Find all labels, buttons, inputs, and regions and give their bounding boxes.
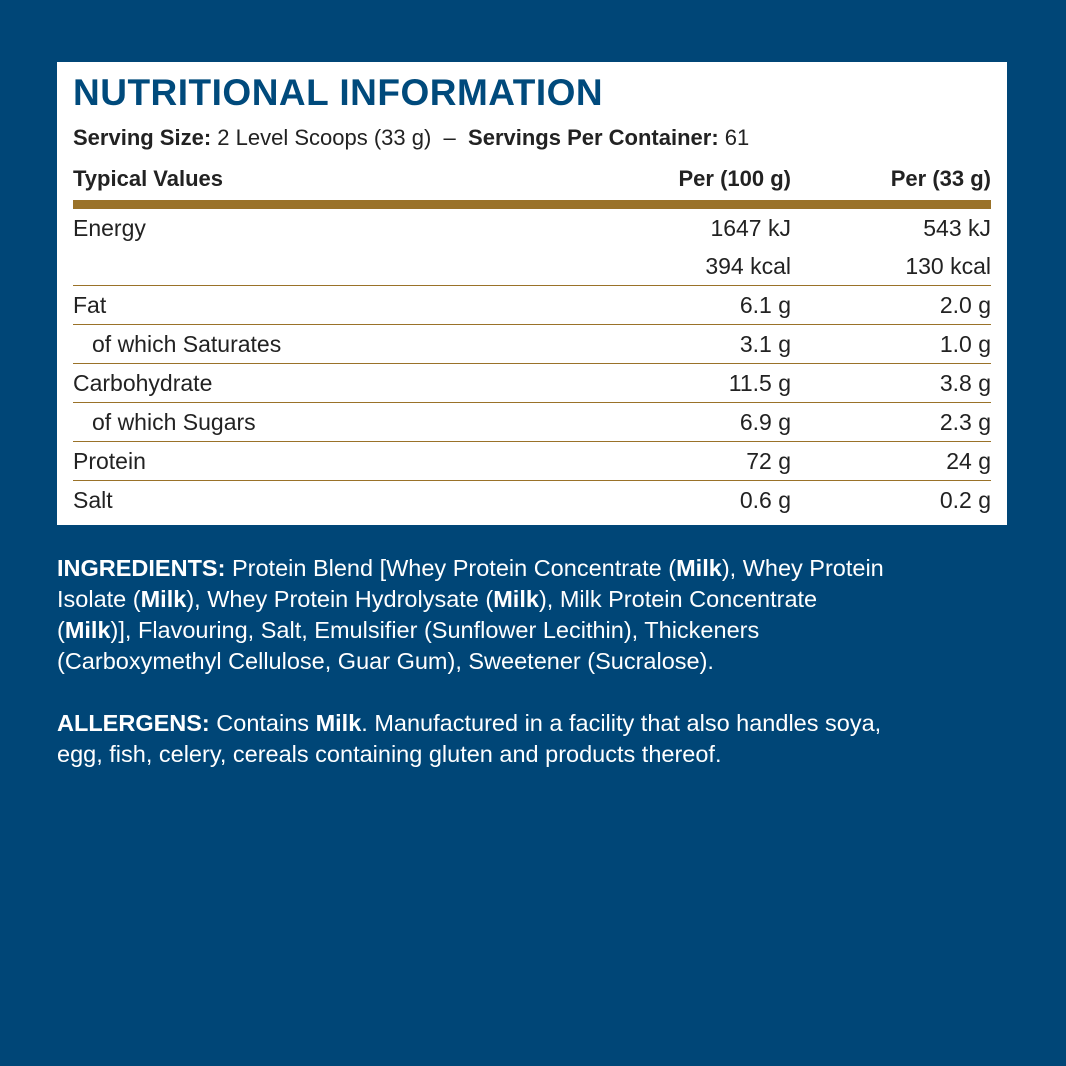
row-label: Salt: [73, 487, 113, 513]
text-segment: ), Whey Protein: [721, 555, 884, 581]
text-segment: egg, fish, celery, cereals containing gl…: [57, 741, 722, 767]
bold-text: Milk: [315, 710, 362, 736]
text-segment: (Carboxymethyl Cellulose, Guar Gum), Swe…: [57, 648, 714, 674]
text-segment: ), Milk Protein Concentrate: [538, 586, 818, 612]
text-segment: . Manufactured in a facility that also h…: [361, 710, 882, 736]
table-row: Fat 6.1 g 2.0 g: [73, 286, 991, 325]
page-title: NUTRITIONAL INFORMATION: [73, 72, 604, 113]
row-per-100g: 6.9 g: [739, 409, 791, 435]
header-typical-values: Typical Values: [73, 166, 224, 191]
row-per-serving: 2.0 g: [939, 292, 991, 318]
row-per-serving: 2.3 g: [939, 409, 991, 435]
servings-label: Servings Per Container:: [468, 125, 719, 150]
row-label: Protein: [73, 448, 146, 474]
text-segment: Contains: [209, 710, 316, 736]
table-row: Salt 0.6 g 0.2 g: [73, 481, 991, 519]
row-label: of which Saturates: [92, 331, 282, 357]
table-row: of which Sugars 6.9 g 2.3 g: [73, 403, 991, 442]
text-segment: )], Flavouring, Salt, Emulsifier (Sunflo…: [110, 617, 760, 643]
row-per-100g: 1647 kJ: [710, 215, 791, 241]
serving-info: Serving Size: 2 Level Scoops (33 g) – Se…: [73, 125, 749, 151]
header-per-100g: Per (100 g): [678, 166, 792, 191]
servings-value: 61: [724, 125, 750, 150]
serving-size-label: Serving Size:: [73, 125, 212, 150]
row-per-serving: 3.8 g: [939, 370, 991, 396]
row-per-100g: 394 kcal: [705, 253, 791, 279]
bold-text: Milk: [64, 617, 111, 643]
bold-text: Milk: [493, 586, 539, 612]
row-label: of which Sugars: [92, 409, 256, 435]
table-row: Carbohydrate 11.5 g 3.8 g: [73, 364, 991, 403]
bold-text: INGREDIENTS:: [57, 555, 226, 581]
table-row: Protein 72 g 24 g: [73, 442, 991, 481]
ingredients-line: (Milk)], Flavouring, Salt, Emulsifier (S…: [57, 615, 1017, 646]
allergens-line: ALLERGENS: Contains Milk. Manufactured i…: [57, 708, 1017, 739]
bold-text: ALLERGENS:: [57, 710, 210, 736]
header-rule: [73, 200, 991, 209]
text-segment: (: [57, 617, 65, 643]
table-row: Energy 1647 kJ 543 kJ: [73, 209, 991, 247]
ingredients-text: INGREDIENTS: Protein Blend [Whey Protein…: [57, 553, 1017, 677]
row-label: Fat: [73, 292, 107, 318]
table-header: Typical Values Per (100 g) Per (33 g): [73, 166, 991, 194]
text-segment: Isolate (: [57, 586, 141, 612]
bold-text: Milk: [676, 555, 722, 581]
row-per-serving: 0.2 g: [939, 487, 991, 513]
allergens-line: egg, fish, celery, cereals containing gl…: [57, 739, 1017, 770]
row-per-serving: 24 g: [946, 448, 991, 474]
row-per-100g: 0.6 g: [739, 487, 791, 513]
serving-size-value: 2 Level Scoops (33 g): [217, 125, 432, 150]
row-per-100g: 6.1 g: [739, 292, 791, 318]
row-per-serving: 130 kcal: [905, 253, 991, 279]
ingredients-line: Isolate (Milk), Whey Protein Hydrolysate…: [57, 584, 1017, 615]
bold-text: Milk: [140, 586, 187, 612]
text-segment: Protein Blend [Whey Protein Concentrate …: [225, 555, 677, 581]
separator: –: [443, 125, 456, 150]
ingredients-line: INGREDIENTS: Protein Blend [Whey Protein…: [57, 553, 1017, 584]
row-per-100g: 11.5 g: [728, 370, 791, 396]
table-row: of which Saturates 3.1 g 1.0 g: [73, 325, 991, 364]
row-per-serving: 1.0 g: [939, 331, 991, 357]
row-per-100g: 3.1 g: [739, 331, 791, 357]
allergens-text: ALLERGENS: Contains Milk. Manufactured i…: [57, 708, 1017, 770]
text-segment: ), Whey Protein Hydrolysate (: [186, 586, 494, 612]
header-per-serving: Per (33 g): [890, 166, 991, 191]
row-label: Carbohydrate: [73, 370, 213, 396]
row-per-100g: 72 g: [746, 448, 791, 474]
ingredients-line: (Carboxymethyl Cellulose, Guar Gum), Swe…: [57, 646, 1017, 677]
nutrition-panel: NUTRITIONAL INFORMATION Serving Size: 2 …: [57, 62, 1007, 525]
table-row: 394 kcal 130 kcal: [73, 247, 991, 286]
nutrition-table: Energy 1647 kJ 543 kJ 394 kcal 130 kcal Fat 6.…: [73, 209, 991, 519]
row-label: Energy: [73, 215, 146, 241]
row-per-serving: 543 kJ: [923, 215, 991, 241]
